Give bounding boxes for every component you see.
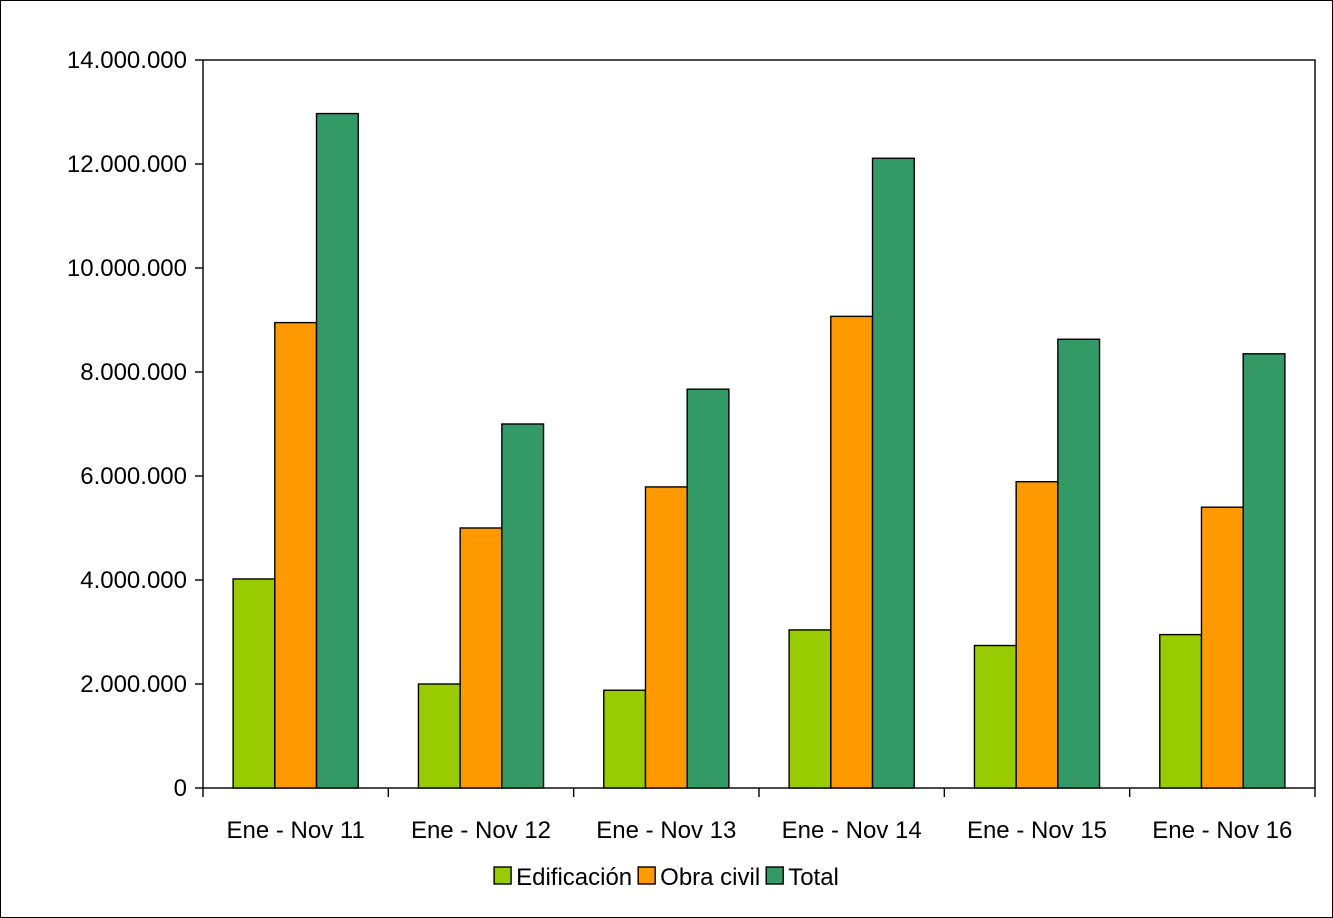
x-category-label: Ene - Nov 14 — [782, 817, 922, 844]
x-category-label: Ene - Nov 15 — [967, 817, 1107, 844]
bar — [1200, 506, 1244, 789]
y-tick-label: 12.000.000 — [67, 151, 187, 178]
bar — [830, 315, 874, 789]
y-tick-label: 14.000.000 — [67, 47, 187, 74]
y-tick-label: 8.000.000 — [80, 359, 187, 386]
x-axis: Ene - Nov 11 Ene - Nov 12 Ene - Nov 13 Ene … — [202, 788, 1316, 844]
y-tick-label: 0 — [174, 775, 187, 802]
legend-label: Obra civil — [660, 864, 760, 891]
y-tick-label: 4.000.000 — [80, 567, 187, 594]
bar — [1242, 353, 1286, 789]
bar — [686, 388, 730, 789]
x-category-label: Ene - Nov 12 — [411, 817, 551, 844]
bar — [1159, 633, 1203, 789]
bar-series-group — [232, 112, 1286, 789]
bar — [1015, 481, 1059, 789]
legend-label: Edificación — [516, 864, 632, 891]
bar — [603, 689, 647, 789]
bar — [501, 423, 545, 789]
bar — [315, 112, 359, 789]
bar — [788, 629, 832, 789]
bar — [232, 578, 276, 789]
y-axis: 0 2.000.000 4.000.000 6.000.000 8.000.000 10.… — [67, 47, 203, 802]
legend-swatch — [493, 866, 512, 885]
bar — [973, 644, 1017, 789]
bar — [871, 157, 915, 789]
bar — [459, 527, 503, 789]
bar — [274, 321, 318, 789]
bar — [417, 683, 461, 789]
legend-swatch — [765, 866, 784, 885]
x-category-label: Ene - Nov 16 — [1152, 817, 1292, 844]
y-tick-label: 6.000.000 — [80, 463, 187, 490]
legend-label: Total — [788, 864, 839, 891]
x-category-label: Ene - Nov 13 — [596, 817, 736, 844]
bar — [644, 486, 688, 789]
y-tick-label: 2.000.000 — [80, 671, 187, 698]
x-category-label: Ene - Nov 11 — [227, 817, 365, 844]
y-tick-label: 10.000.000 — [67, 255, 187, 282]
legend-swatch — [637, 866, 656, 885]
legend: Edificación Obra civil Total — [493, 864, 839, 891]
bar — [1057, 338, 1101, 789]
plot-area — [202, 59, 1316, 789]
